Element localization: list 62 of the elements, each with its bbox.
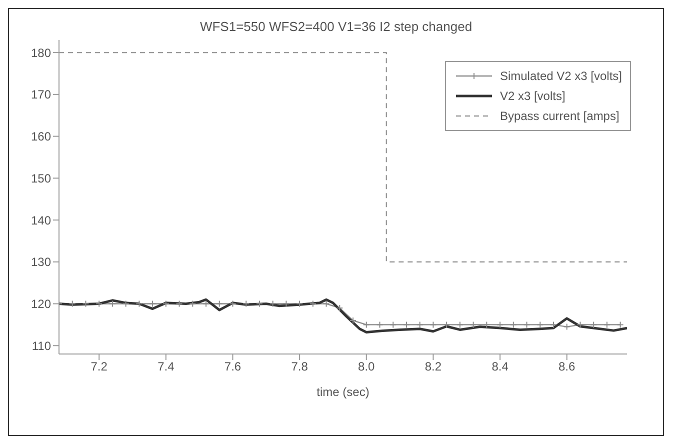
y-tick-label: 130 bbox=[30, 255, 52, 270]
point bbox=[96, 300, 103, 308]
y-tick-label: 180 bbox=[30, 46, 52, 60]
point bbox=[82, 300, 90, 308]
point bbox=[536, 321, 544, 328]
point bbox=[68, 300, 76, 308]
legend-label: V2 x3 [volts] bbox=[500, 89, 566, 103]
point bbox=[603, 321, 610, 328]
y-tick-label: 140 bbox=[30, 213, 52, 228]
point bbox=[336, 304, 344, 312]
y-tick-label: 150 bbox=[30, 171, 52, 186]
x-tick-label: 7.2 bbox=[90, 360, 108, 374]
point bbox=[350, 317, 357, 324]
chart-title: WFS1=550 WFS2=400 V1=36 I2 step changed bbox=[198, 19, 474, 34]
y-tick-label: 160 bbox=[30, 130, 52, 144]
x-tick-label: 8.0 bbox=[358, 360, 376, 374]
point bbox=[176, 300, 183, 308]
point bbox=[470, 321, 477, 328]
y-tick-label: 120 bbox=[30, 297, 52, 312]
point bbox=[189, 300, 196, 308]
x-tick-label: 7.4 bbox=[158, 360, 175, 374]
x-tick-label: 8.6 bbox=[558, 360, 576, 374]
point bbox=[256, 300, 263, 308]
x-tick-label: 7.8 bbox=[291, 360, 308, 374]
point bbox=[376, 321, 384, 328]
point bbox=[322, 300, 330, 308]
point bbox=[563, 323, 570, 330]
point bbox=[122, 300, 130, 308]
x-tick-label: 8.2 bbox=[424, 360, 442, 374]
point bbox=[510, 321, 517, 328]
point bbox=[162, 300, 170, 308]
x-tick-label: 8.4 bbox=[492, 360, 509, 374]
point bbox=[309, 300, 316, 308]
point bbox=[390, 321, 397, 328]
legend-label: Bypass current [amps] bbox=[500, 109, 620, 123]
point bbox=[202, 300, 210, 308]
point bbox=[430, 321, 437, 328]
point bbox=[496, 321, 504, 328]
point bbox=[282, 300, 290, 308]
x-axis-title: time (sec) bbox=[316, 385, 370, 399]
point bbox=[242, 300, 250, 308]
x-tick-label: 7.6 bbox=[224, 360, 242, 374]
point bbox=[216, 300, 223, 308]
y-tick-label: 110 bbox=[32, 338, 52, 353]
point bbox=[136, 300, 143, 308]
y-tick-label: 170 bbox=[30, 88, 52, 102]
point bbox=[523, 321, 530, 328]
point bbox=[456, 321, 464, 328]
point bbox=[402, 321, 410, 328]
point bbox=[590, 321, 598, 328]
point bbox=[416, 321, 424, 328]
point bbox=[269, 300, 276, 308]
point bbox=[149, 300, 156, 308]
point bbox=[296, 300, 304, 308]
point bbox=[483, 321, 490, 328]
point bbox=[576, 321, 584, 328]
point bbox=[550, 321, 557, 328]
point bbox=[229, 300, 236, 308]
point bbox=[108, 300, 116, 308]
point bbox=[443, 321, 450, 328]
point bbox=[362, 321, 370, 328]
legend-label: Simulated V2 x3 [volts] bbox=[500, 69, 622, 83]
